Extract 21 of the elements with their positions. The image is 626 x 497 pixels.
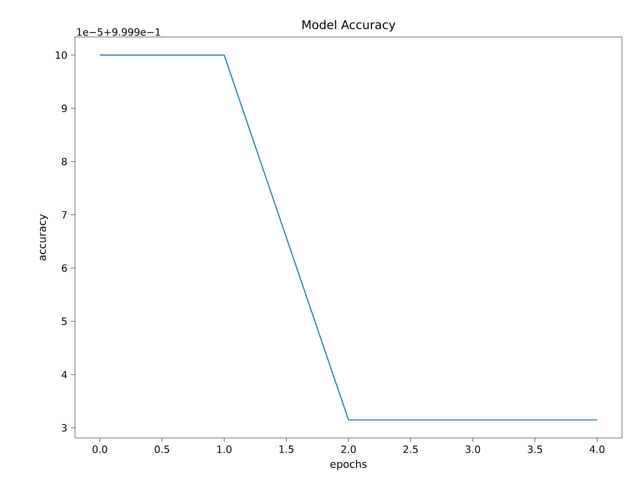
y-tick-label: 3	[62, 424, 67, 432]
x-tick-label: 1.5	[280, 446, 294, 453]
x-tick-label: 4.0	[590, 445, 604, 454]
y-tick-label: 6	[62, 264, 67, 272]
x-tick-label: 0.5	[154, 445, 170, 454]
x-axis-title: epochs	[330, 460, 367, 470]
x-tick-label: 2.5	[403, 445, 418, 454]
y-axis-title: accuracy	[40, 214, 48, 260]
x-tick-label: 3.5	[528, 445, 542, 454]
x-tick-label: 0.0	[92, 445, 108, 454]
x-tick-label: 2.0	[341, 445, 356, 454]
y-tick-label: 4	[62, 370, 67, 378]
y-tick-label: 8	[62, 158, 67, 166]
text: 1e−5+9.999e−1	[77, 28, 160, 36]
y-tick-label: 5	[62, 318, 67, 326]
y-tick-label: 10	[56, 51, 67, 59]
chart-title: Model Accuracy	[302, 20, 396, 32]
x-tick-label: 3.0	[466, 445, 480, 454]
x-tick-label: 1.0	[217, 445, 232, 454]
y-tick-label: 7	[62, 211, 67, 218]
y-tick-label: 9	[62, 104, 67, 112]
